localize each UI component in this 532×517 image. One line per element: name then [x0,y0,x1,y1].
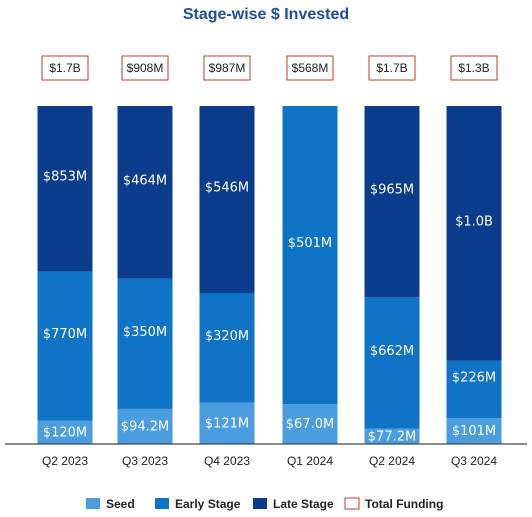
total-funding-box-1 [121,55,169,81]
legend-label-early-stage: Early Stage [175,497,241,511]
bar-label-late-stage-0: $853M [43,170,87,185]
bar-late-stage-4 [364,106,420,298]
legend-label-seed: Seed [106,497,135,511]
total-funding-box-3 [286,55,334,81]
x-tick-label-3: Q1 2024 [287,454,333,468]
bar-early-stage-0 [37,271,93,421]
bar-early-stage-5 [446,360,502,419]
bar-late-stage-1 [117,106,173,279]
bar-label-late-stage-2: $546M [205,180,249,195]
bar-label-seed-3: $67.0M [286,417,334,432]
bar-late-stage-2 [199,106,255,293]
bar-label-seed-1: $94.2M [121,419,169,434]
bar-label-early-stage-0: $770M [43,327,87,342]
bar-late-stage-5 [446,106,502,361]
legend-swatch-total-funding [344,497,360,510]
legend-swatch-early-stage [155,498,169,509]
total-funding-label-4: $1.7B [376,61,407,75]
x-tick-label-0: Q2 2023 [42,454,88,468]
bars-group: $120M $770M $853M $94.2M $350M $464M $121M $320… [37,106,502,444]
x-tick-labels: Q2 2023 Q3 2023 Q4 2023 Q1 2024 Q2 2024 Q3 20… [42,454,497,468]
bar-early-stage-4 [364,297,420,429]
bar-label-early-stage-1: $350M [123,325,167,340]
bar-label-early-stage-5: $226M [452,370,496,385]
legend-label-total-funding: Total Funding [365,497,443,511]
bar-label-seed-4: $77.2M [368,429,416,444]
bar-seed-3 [282,404,338,444]
bar-seed-2 [199,402,255,444]
legend: Seed Early Stage Late Stage Total Funding [86,497,443,511]
bar-label-late-stage-1: $464M [123,173,167,188]
bar-label-seed-0: $120M [43,425,87,440]
bar-seed-1 [117,408,173,444]
legend-swatch-late-stage [253,498,267,509]
legend-swatch-seed [86,498,100,509]
x-tick-label-5: Q3 2024 [451,454,497,468]
total-funding-row: $1.7B $908M $987M $568M $1.7B $1.3B [41,55,498,81]
x-tick-label-1: Q3 2023 [122,454,168,468]
bar-early-stage-3 [282,106,338,405]
total-funding-box-5 [450,55,498,81]
total-funding-label-5: $1.3B [458,61,489,75]
bar-label-late-stage-4: $965M [370,183,414,198]
bar-label-early-stage-4: $662M [370,344,414,359]
total-funding-label-0: $1.7B [49,61,80,75]
total-funding-box-2 [203,55,251,81]
bar-label-seed-5: $101M [452,424,496,439]
total-funding-label-3: $568M [292,61,329,75]
legend-label-late-stage: Late Stage [273,497,334,511]
x-tick-label-2: Q4 2023 [204,454,250,468]
bar-seed-0 [37,420,93,444]
chart-title: Stage-wise $ Invested [183,6,349,23]
bar-late-stage-0 [37,106,93,272]
bar-early-stage-1 [117,278,173,409]
total-funding-label-2: $987M [209,61,246,75]
total-funding-box-0 [41,55,89,81]
total-funding-box-4 [368,55,416,81]
bar-seed-4 [364,428,420,444]
bar-seed-5 [446,418,502,444]
bar-label-late-stage-5: $1.0B [455,214,493,229]
total-funding-label-1: $908M [127,61,164,75]
x-tick-label-4: Q2 2024 [369,454,415,468]
bar-label-early-stage-3: $501M [288,236,332,251]
bar-label-seed-2: $121M [205,416,249,431]
bar-early-stage-2 [199,292,255,403]
bar-label-early-stage-2: $320M [205,329,249,344]
